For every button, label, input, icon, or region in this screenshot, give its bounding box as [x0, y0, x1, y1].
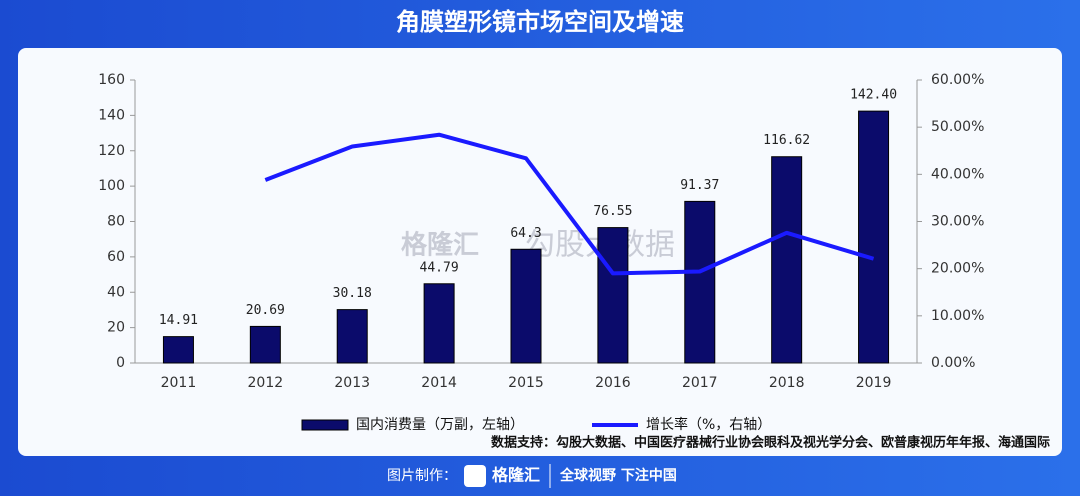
- data-label: 91.37: [680, 178, 719, 193]
- x-tick-label: 2017: [682, 375, 718, 391]
- x-tick-label: 2014: [421, 375, 457, 391]
- y-tick-label: 60: [107, 249, 125, 265]
- y2-tick-label: 10.00%: [931, 308, 984, 324]
- data-label: 44.79: [420, 260, 459, 275]
- y2-tick-label: 0.00%: [931, 355, 975, 371]
- x-tick-label: 2018: [769, 375, 805, 391]
- x-tick-label: 2012: [248, 375, 284, 391]
- x-tick-label: 2011: [161, 375, 197, 391]
- y2-tick-label: 60.00%: [931, 72, 984, 88]
- x-tick-label: 2016: [595, 375, 631, 391]
- bar: [510, 248, 542, 364]
- bar: [771, 156, 803, 364]
- y2-tick-label: 30.00%: [931, 214, 984, 230]
- data-label: 14.91: [159, 313, 198, 328]
- legend-label: 增长率（%，右轴）: [646, 416, 771, 433]
- y2-tick-label: 20.00%: [931, 261, 984, 277]
- y-tick-label: 20: [107, 320, 125, 336]
- source-note: 数据支持：勾股大数据、中国医疗器械行业协会眼科及视光学分会、欧普康视历年年报、海…: [491, 435, 1050, 451]
- footer-brand: 格隆汇: [492, 466, 540, 485]
- y-tick-label: 80: [107, 214, 125, 230]
- bar: [249, 325, 281, 364]
- bar: [336, 309, 368, 364]
- bar: [684, 200, 716, 364]
- data-label: 142.40: [850, 88, 897, 103]
- x-tick-label: 2019: [856, 375, 892, 391]
- y-tick-label: 0: [116, 355, 125, 371]
- x-tick-label: 2013: [334, 375, 370, 391]
- y-tick-label: 100: [98, 178, 125, 194]
- data-label: 64.3: [510, 226, 541, 241]
- y-tick-label: 160: [98, 72, 125, 88]
- data-label: 116.62: [763, 133, 810, 148]
- y-tick-label: 140: [98, 107, 125, 123]
- y2-tick-label: 50.00%: [931, 119, 984, 135]
- bar: [858, 110, 890, 364]
- y2-tick-label: 40.00%: [931, 166, 984, 182]
- y-tick-label: 40: [107, 284, 125, 300]
- bar: [597, 227, 629, 364]
- legend-swatch: [301, 419, 349, 431]
- line: [264, 132, 875, 276]
- watermark: 格隆汇: [401, 230, 479, 261]
- data-label: 20.69: [246, 303, 285, 318]
- chart-title: 角膜塑形镜市场空间及增速: [396, 8, 684, 36]
- footer-slogan: 全球视野 下注中国: [559, 467, 677, 484]
- bar: [162, 336, 194, 364]
- footer-made-by: 图片制作：: [387, 468, 457, 484]
- bar: [423, 283, 455, 364]
- x-tick-label: 2015: [508, 375, 544, 391]
- footer-logo: [464, 465, 486, 487]
- legend-label: 国内消费量（万副，左轴）: [356, 417, 524, 433]
- y-tick-label: 120: [98, 143, 125, 159]
- data-label: 76.55: [593, 204, 632, 219]
- data-label: 30.18: [333, 286, 372, 301]
